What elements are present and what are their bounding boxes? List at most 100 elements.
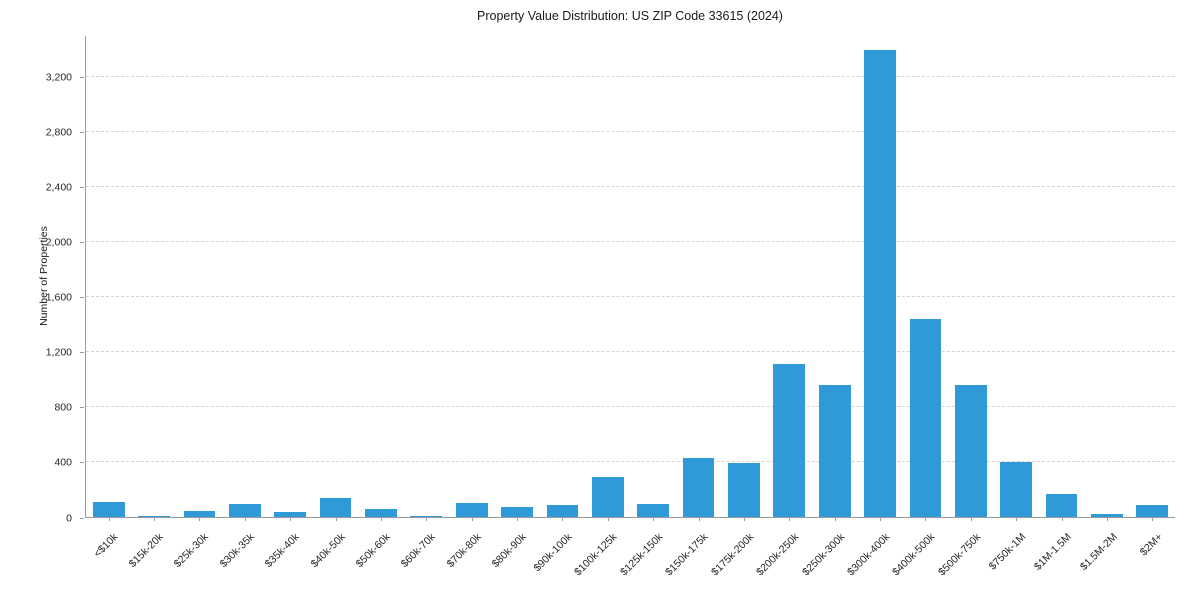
y-tick-mark [80, 131, 84, 133]
x-tick-mark [698, 517, 700, 521]
x-tick-mark [1061, 517, 1063, 521]
bar [274, 511, 307, 517]
y-tick-label: 2,800 [45, 126, 72, 139]
gridline [86, 296, 1175, 298]
x-tick-label: $35k-40k [262, 531, 302, 571]
y-tick-label: 1,200 [45, 346, 72, 359]
x-tick-label: $500k-750k [935, 531, 984, 579]
x-tick-label: $200k-250k [754, 531, 802, 579]
x-tick-mark [154, 517, 156, 521]
x-tick-mark [199, 517, 201, 521]
x-tick-label: $40k-50k [308, 531, 348, 571]
x-tick-label: $250k-300k [799, 531, 847, 579]
bar [410, 515, 443, 517]
x-tick-label: $1M-1.5M [1032, 531, 1074, 573]
x-tick-mark [1016, 517, 1018, 521]
bar [1000, 462, 1033, 517]
y-tick-mark [80, 462, 84, 464]
y-tick-mark [80, 242, 84, 244]
bar [228, 503, 261, 517]
bar [637, 503, 670, 517]
x-tick-mark [834, 517, 836, 521]
plot-area [85, 36, 1175, 521]
x-tick-mark [471, 517, 473, 521]
gridline [86, 131, 1175, 133]
bar [455, 503, 488, 517]
y-tick-label: 2,000 [45, 236, 72, 249]
x-tick-mark [290, 517, 292, 521]
x-tick-label: $30k-35k [217, 531, 257, 571]
bar [319, 497, 352, 517]
bar [1091, 513, 1123, 517]
y-tick-mark [80, 187, 84, 188]
y-tick-mark [80, 517, 84, 519]
gridline [86, 351, 1175, 353]
y-tick-label: 800 [54, 401, 72, 414]
x-tick-mark [607, 517, 609, 521]
bar [183, 510, 216, 517]
y-tick-mark [80, 407, 84, 409]
bar [864, 49, 896, 517]
x-tick-label: $90k-100k [531, 531, 575, 575]
y-tick-mark [80, 297, 84, 299]
x-tick-label: $175k-200k [708, 531, 757, 579]
gridline [86, 241, 1175, 243]
x-tick-mark [743, 517, 745, 521]
y-tick-label: 3,200 [45, 71, 72, 84]
bar [954, 385, 987, 517]
bar [1136, 504, 1169, 517]
bar [728, 463, 760, 517]
y-tick-label: 400 [54, 456, 72, 469]
x-tick-label: $25k-30k [171, 531, 212, 571]
x-tick-mark [426, 517, 428, 521]
x-tick-mark [562, 517, 564, 521]
y-axis-ticks: 0 400 800 1,200 1,600 2,000 2,400 2,800 3,200 [0, 36, 84, 523]
bar [501, 507, 533, 517]
x-tick-label: $100k-125k [572, 531, 620, 579]
x-tick-label: $70k-80k [444, 531, 484, 571]
bar [138, 516, 170, 517]
x-tick-mark [244, 517, 246, 521]
x-tick-label: <$10k [91, 531, 121, 560]
bar [818, 385, 851, 517]
x-tick-label: $80k-90k [489, 531, 529, 571]
x-tick-mark [1152, 517, 1154, 521]
x-tick-label: $15k-20k [126, 531, 166, 571]
x-tick-label: $150k-175k [663, 531, 711, 579]
x-tick-label: $50k-60k [353, 531, 393, 571]
bar [1045, 493, 1078, 517]
y-tick-mark [80, 352, 84, 354]
bar [909, 319, 942, 517]
x-tick-label: $750k-1M [987, 531, 1029, 573]
x-tick-mark [925, 517, 927, 521]
y-tick-label: 1,600 [45, 291, 72, 304]
x-tick-label: $60k-70k [399, 531, 439, 571]
bar [546, 505, 579, 517]
x-tick-mark [653, 517, 655, 521]
y-tick-label: 2,400 [45, 181, 72, 194]
gridline [86, 76, 1175, 78]
x-tick-label: $400k-500k [890, 531, 938, 579]
x-tick-mark [880, 517, 882, 521]
bar [591, 477, 624, 517]
bar [92, 501, 125, 517]
x-tick-label: $1.5M-2M [1077, 531, 1120, 573]
x-tick-mark [335, 517, 337, 521]
bar [773, 364, 806, 517]
bar [365, 509, 397, 517]
x-tick-mark [970, 517, 972, 521]
x-tick-mark [108, 517, 110, 521]
bar [682, 457, 715, 517]
y-tick-label: 0 [66, 511, 72, 524]
x-tick-label: $300k-400k [844, 531, 893, 579]
x-tick-mark [789, 517, 791, 521]
gridline [86, 186, 1175, 188]
gridline [86, 461, 1175, 463]
x-tick-label: $125k-150k [617, 531, 666, 579]
gridline [86, 406, 1175, 408]
chart-title: Property Value Distribution: US ZIP Code… [477, 9, 783, 23]
x-tick-mark [517, 517, 519, 521]
y-tick-mark [80, 76, 84, 78]
x-tick-mark [1106, 517, 1108, 521]
